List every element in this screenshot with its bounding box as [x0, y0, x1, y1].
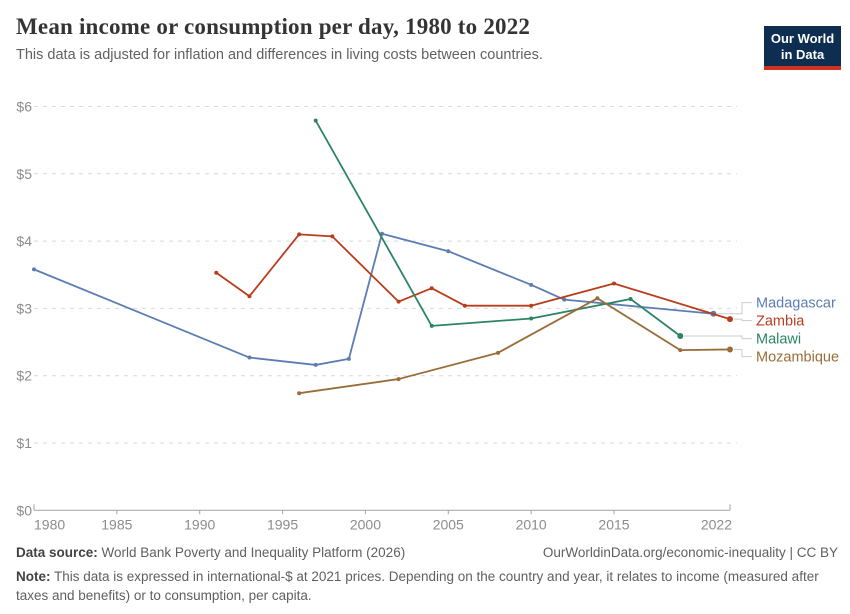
series-line[interactable]: [298, 297, 731, 395]
legend-label-mozambique[interactable]: Mozambique: [756, 350, 839, 366]
data-point-marker: [462, 303, 467, 308]
y-tick-label: $2: [16, 368, 32, 384]
x-tick-label: 2022: [701, 516, 732, 532]
series-line[interactable]: [314, 119, 682, 337]
x-tick-label: 1990: [184, 516, 215, 532]
series-line[interactable]: [33, 232, 715, 366]
data-point-marker: [429, 286, 434, 291]
y-grid: $0 $1 $2 $3 $4 $5 $6: [16, 99, 737, 518]
legend-label-madagascar[interactable]: Madagascar: [756, 296, 836, 312]
series-line[interactable]: [215, 233, 731, 321]
page-title: Mean income or consumption per day, 1980…: [16, 14, 531, 39]
data-point-marker: [396, 377, 401, 382]
data-point-marker: [396, 299, 401, 304]
chart-footer: Data source: World Bank Poverty and Ineq…: [16, 545, 838, 605]
chart-note: Note: This data is expressed in internat…: [16, 567, 836, 605]
x-axis: 1980 1985 1990 1995 2000 2005 2010 2015 2022: [33, 504, 732, 532]
data-point-marker: [297, 232, 302, 237]
data-point-marker: [313, 362, 318, 367]
x-tick-label: 2010: [516, 516, 547, 532]
y-tick-label: $4: [16, 233, 32, 249]
owid-url-license[interactable]: OurWorldinData.org/economic-inequality |…: [542, 545, 838, 560]
data-point-marker: [346, 356, 351, 361]
data-point-marker: [628, 296, 633, 301]
chart-subtitle: This data is adjusted for inflation and …: [16, 47, 543, 63]
data-point-marker: [247, 294, 252, 299]
owid-logo-line2: in Data: [780, 46, 825, 62]
data-point-marker: [32, 267, 36, 272]
data-point-marker: [330, 234, 335, 239]
legend-connector: [684, 335, 752, 340]
legend-label-malawi[interactable]: Malawi: [756, 332, 801, 348]
y-tick-label: $0: [16, 502, 32, 518]
data-source: Data source: World Bank Poverty and Ineq…: [16, 545, 405, 560]
data-point-marker: [496, 350, 500, 355]
data-point-marker: [677, 332, 684, 339]
data-point-marker: [214, 270, 219, 275]
data-source-value: World Bank Poverty and Inequality Platfo…: [101, 545, 406, 560]
data-point-marker: [529, 316, 534, 321]
legend-connector: [734, 318, 752, 322]
legend-connector: [734, 348, 752, 358]
data-point-marker: [595, 296, 600, 301]
x-tick-label: 1995: [267, 516, 298, 532]
data-point-marker: [727, 316, 733, 323]
note-label: Note:: [16, 569, 51, 584]
data-source-label: Data source:: [16, 545, 98, 560]
series-madagascar[interactable]: [32, 231, 717, 367]
x-tick-label: 2000: [350, 516, 381, 532]
series-mozambique[interactable]: [297, 296, 733, 396]
y-tick-label: $6: [16, 99, 32, 115]
x-tick-label: 1985: [101, 516, 132, 532]
x-tick-label: 2005: [433, 516, 464, 532]
owid-chart-page: { "header": { "title": "Mean income or c…: [0, 14, 850, 614]
y-tick-label: $1: [16, 435, 32, 451]
line-chart: $0 $1 $2 $3 $4 $5 $6 1980 1985 1990 1995 2000 2005 20…: [16, 99, 839, 533]
data-point-marker: [562, 297, 567, 302]
data-point-marker: [446, 249, 451, 254]
data-point-marker: [247, 355, 252, 360]
data-point-marker: [727, 346, 733, 353]
x-tick-label: 1980: [34, 516, 65, 532]
series-malawi[interactable]: [313, 118, 684, 339]
data-point-marker: [529, 303, 534, 308]
x-tick-label: 2015: [598, 516, 629, 532]
legend-connector: [717, 302, 752, 315]
owid-logo[interactable]: Our World in Data: [764, 26, 841, 70]
y-tick-label: $5: [16, 166, 32, 182]
note-text: This data is expressed in international-…: [16, 569, 819, 603]
data-point-marker: [313, 118, 318, 123]
data-point-marker: [429, 323, 434, 328]
data-point-marker: [529, 282, 534, 287]
data-point-marker: [678, 348, 683, 353]
legend-label-zambia[interactable]: Zambia: [756, 314, 805, 330]
y-tick-label: $3: [16, 300, 32, 316]
owid-logo-line1: Our World: [770, 31, 835, 46]
data-point-marker: [297, 391, 302, 396]
data-point-marker: [612, 281, 616, 286]
